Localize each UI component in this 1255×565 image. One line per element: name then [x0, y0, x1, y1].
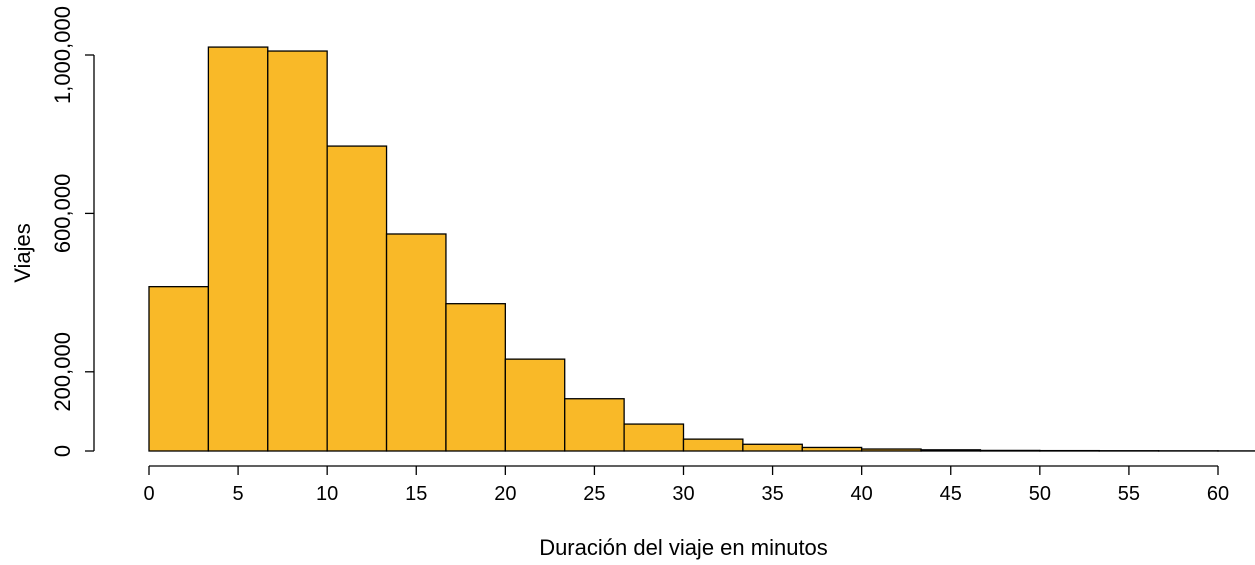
- x-tick-label: 60: [1207, 483, 1229, 505]
- histogram-bar: [267, 50, 328, 452]
- histogram-bar: [564, 398, 625, 452]
- x-tick-label: 10: [316, 483, 338, 505]
- histogram-bar: [504, 358, 566, 452]
- histogram-bar: [801, 446, 863, 452]
- histogram-bar: [385, 233, 447, 452]
- x-tick-label: 40: [851, 483, 873, 505]
- x-tick-label: 25: [583, 483, 605, 505]
- histogram-bar: [682, 438, 744, 452]
- histogram-bar: [445, 303, 506, 452]
- x-tick-label: 15: [405, 483, 427, 505]
- x-tick-label: 50: [1029, 483, 1051, 505]
- x-tick-label: 20: [494, 483, 516, 505]
- x-tick-label: 55: [1118, 483, 1140, 505]
- x-tick-label: 30: [672, 483, 694, 505]
- y-tick-label: 1,000,000: [50, 6, 75, 104]
- x-tick-label: 35: [761, 483, 783, 505]
- histogram-bar: [979, 449, 1041, 452]
- y-axis: 0 200,000 600,000 1,000,000: [50, 6, 95, 457]
- x-tick-label: 5: [233, 483, 244, 505]
- x-tick-label: 45: [940, 483, 962, 505]
- x-axis: 0 5 10 15 20 25 30 35 40 45 50 55 60: [143, 465, 1229, 505]
- y-tick-label: 0: [50, 445, 75, 457]
- histogram-bar: [148, 286, 210, 452]
- histogram-bars: [148, 46, 1255, 452]
- y-tick-label: 200,000: [50, 332, 75, 412]
- histogram-bar: [623, 423, 685, 452]
- y-tick-label: 600,000: [50, 174, 75, 254]
- x-axis-title: Duración del viaje en minutos: [539, 535, 828, 560]
- histogram-bar: [920, 449, 982, 452]
- y-axis-title: Viajes: [10, 223, 35, 283]
- histogram-bar: [742, 443, 803, 452]
- histogram-bar: [207, 46, 269, 452]
- histogram-bar: [326, 145, 388, 452]
- histogram-bar: [861, 448, 922, 452]
- x-tick-label: 0: [143, 483, 154, 505]
